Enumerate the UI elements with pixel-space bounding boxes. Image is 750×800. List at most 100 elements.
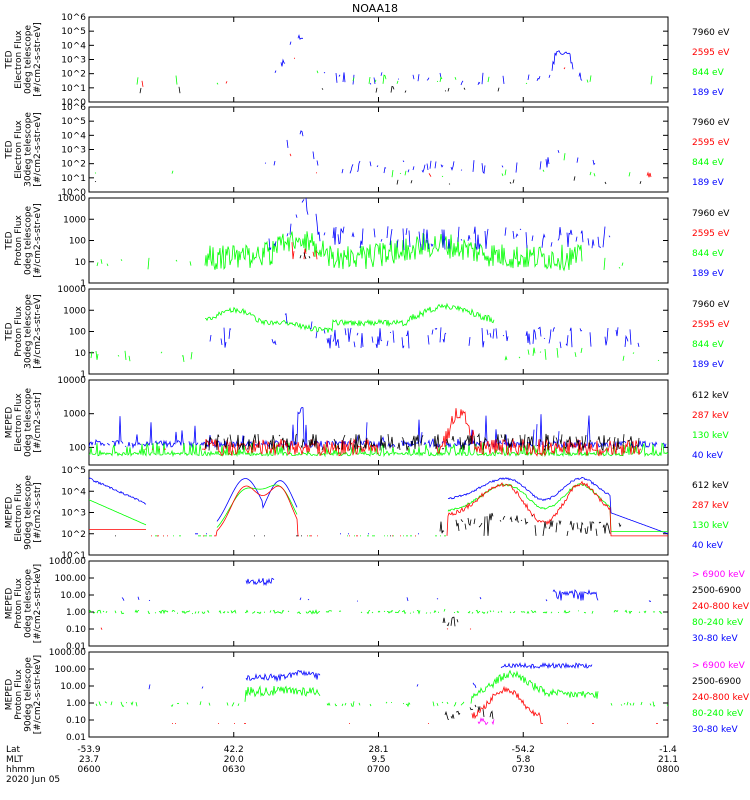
y-tick-label: 10^2 [61,70,86,80]
y-tick-label: 1.00 [66,699,86,709]
y-tick-label: 0.10 [66,716,86,726]
ephemeris-value: 28.1 [368,745,388,755]
y-tick-label: 10^5 [61,117,86,127]
legend-entry: 287 keV [692,501,729,511]
series-group [97,198,657,270]
legend-entry: 189 eV [692,178,725,188]
ephemeris-value: 42.2 [224,745,244,755]
panel-5: 100 1000 10000 MEPED Electron Flux 0deg teles… [5,376,729,466]
panel-frame [88,197,669,284]
legend-entry: 2595 eV [692,48,730,58]
legend-entry: 240-800 keV [692,693,750,703]
legend-entry: 80-240 keV [692,618,744,628]
legend-entry: 844 eV [692,68,725,78]
y-axis-label-line: 90deg telescope [24,657,34,732]
y-tick-label: 10^0 [61,188,86,198]
y-tick-label: 1 [80,370,86,380]
series-black [115,513,661,536]
y-tick-label: 10^4 [61,41,86,51]
series-black [95,176,659,184]
legend-entry: 844 eV [692,340,725,350]
y-tick-label: 0.01 [66,733,86,743]
series-green [95,669,668,708]
y-tick-label: 10^3 [61,146,86,156]
y-tick-label: 10 [75,258,87,268]
legend-entry: 2500-6900 [692,586,741,596]
legend-entry: 844 eV [692,158,725,168]
y-axis-label-line: [#/cm2-s-str] [33,392,43,452]
y-axis-label-line: MEPED [5,679,15,711]
y-tick-label: 10.00 [60,591,86,601]
y-axis-label-line: TED [5,140,15,159]
y-axis-label-line: Proton Flux [14,669,24,720]
y-tick-label: 10^3 [61,56,86,66]
legend-entry: 2595 eV [692,320,730,330]
ephemeris-label-lat: Lat [6,745,21,755]
y-tick-label: 10 [75,349,87,359]
ephemeris-value: -54.2 [512,745,535,755]
series-red [290,154,665,178]
y-axis-label: TED Proton Flux 30deg telescope [#/cm2-s-st… [5,294,44,369]
y-axis-label: MEPED Electron Flux 0deg telescope [#/cm2-s… [5,388,44,458]
y-axis-label-line: Electron Flux [14,30,24,89]
y-axis-label-line: [#/cm2-s-str-eV] [33,22,43,97]
legend-entry: 30-80 keV [692,725,738,735]
y-axis-label-line: MEPED [5,497,15,529]
ephemeris-value: 20.0 [224,755,244,765]
y-tick-label: 10.00 [60,682,86,692]
y-axis-label-line: Proton Flux [14,306,24,357]
y-axis-label-line: [#/cm2-s-str-keV] [33,564,43,643]
y-tick-label: 100 [69,443,86,453]
ephemeris-value: 0630 [222,765,245,775]
y-axis-label-line: MEPED [5,407,15,439]
series-blue [89,476,668,535]
panel-7: 0.01 0.10 1.00 10.00 100.00 1000.00 MEPED Proto… [5,557,750,652]
panel-frame [88,651,669,738]
ephemeris-value: 21.1 [658,755,678,765]
series-green [89,609,667,614]
legend-entry: 2595 eV [692,138,730,148]
series-red [89,480,668,537]
panel-3: 1 10 100 1000 10000 TED Proton Flux 0deg telesc… [5,194,731,289]
y-axis-label-line: Electron Flux [14,120,24,179]
y-axis-label-line: [#/cm2-s-str-keV] [33,655,43,734]
y-axis-label-line: 0deg telescope [24,569,34,639]
ephemeris-table: Lat MLT hhmm 2020 Jun 05 -53.9 42.2 28.1 -5… [6,745,680,785]
legend-entry: 7960 eV [692,28,730,38]
y-axis-label: MEPED Electron Flux 90deg telescope [#/cm2-… [5,475,44,550]
panel-frame [88,560,669,647]
legend-entry: 240-800 keV [692,602,750,612]
y-tick-label: 10^5 [61,466,86,476]
panel-4: 1 10 100 1000 10000 TED Proton Flux 30deg teles… [5,285,731,380]
y-tick-label: 10000 [57,376,86,386]
series-red [172,687,660,723]
y-tick-label: 1.00 [66,608,86,618]
y-axis-label-line: 0deg telescope [24,388,34,458]
ephemeris-value: -53.9 [77,745,101,755]
series-green [91,304,667,362]
y-tick-label: 100.00 [55,574,87,584]
series-magenta [477,717,495,726]
y-axis-label-line: Electron Flux [14,483,24,542]
ephemeris-value: 0600 [78,765,101,775]
y-tick-label: 100 [69,328,86,338]
legend-entry: 189 eV [692,360,725,370]
ephemeris-value: 9.5 [371,755,385,765]
ephemeris-value: 0700 [367,765,390,775]
y-axis-label-line: 90deg telescope [24,475,34,550]
series-green [137,71,657,85]
y-tick-label: 100 [69,237,86,247]
y-axis-label-line: 30deg telescope [24,112,34,187]
y-tick-label: 1000 [63,410,86,420]
legend-entry: 40 keV [692,451,724,461]
series-green [97,231,657,270]
series-blue [265,131,597,173]
series-group [89,476,668,537]
panel-frame [88,288,669,375]
legend-entry: 287 keV [692,411,729,421]
ephemeris-value: 0730 [512,765,535,775]
y-tick-label: 10000 [57,194,86,204]
legend-entry: 130 keV [692,431,729,441]
